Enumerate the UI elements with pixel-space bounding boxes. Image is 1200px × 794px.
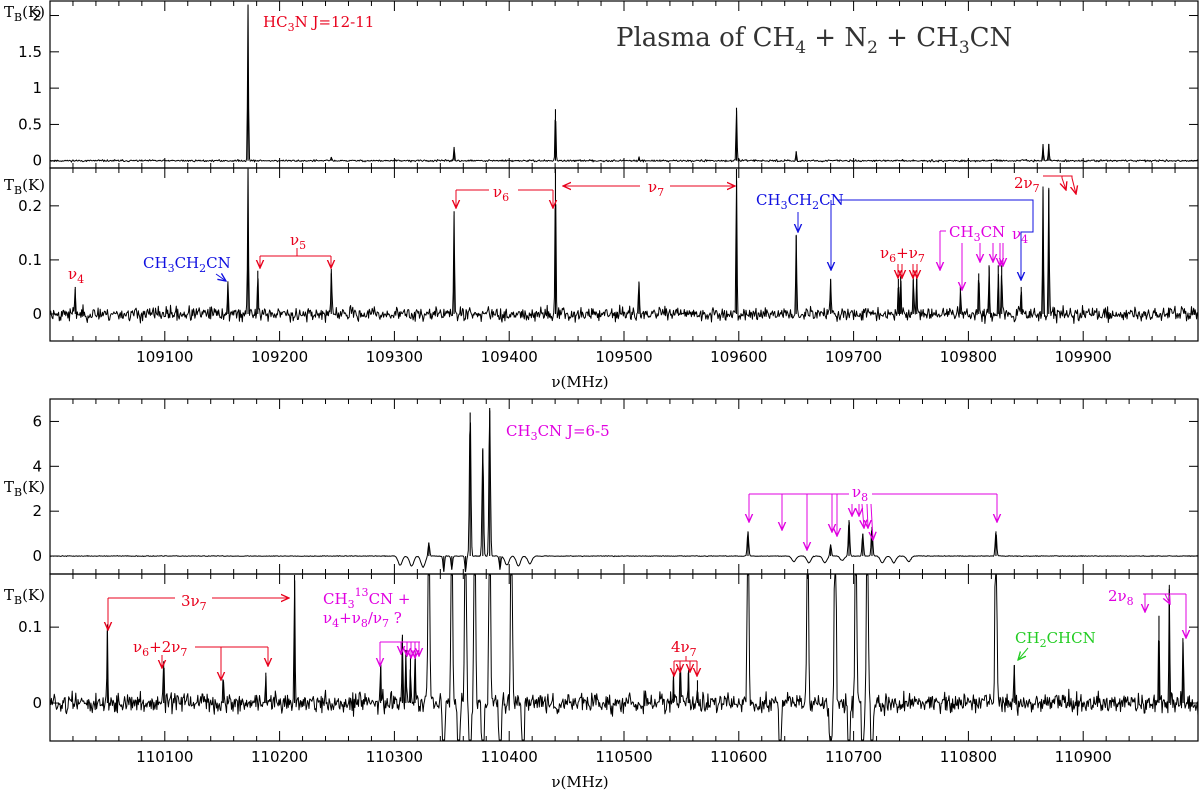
svg-text:2ν8: 2ν8 bbox=[1108, 587, 1134, 608]
svg-text:ν4+ν8/ν7 ?: ν4+ν8/ν7 ? bbox=[323, 609, 402, 630]
y-tick-label: 2 bbox=[32, 502, 42, 520]
x-tick-label: 109300 bbox=[366, 348, 423, 366]
svg-text:2ν7: 2ν7 bbox=[1014, 174, 1040, 195]
y-tick-label: 0.1 bbox=[18, 618, 42, 636]
annotation-nu4-red: ν4 bbox=[68, 265, 84, 286]
svg-text:ν7: ν7 bbox=[648, 178, 664, 199]
x-tick-label: 110500 bbox=[595, 748, 652, 766]
annotation-nu7: ν7 bbox=[563, 178, 735, 199]
x-tick-label: 110100 bbox=[136, 748, 193, 766]
y-tick-label: 1 bbox=[32, 79, 42, 97]
spectrum-line bbox=[49, 574, 1199, 741]
x-tick-label: 110200 bbox=[251, 748, 308, 766]
spectrum-trace-upper-zoom bbox=[49, 168, 1199, 324]
spectrum-line bbox=[50, 410, 1199, 573]
frame-lower-zoom bbox=[49, 573, 1199, 742]
x-tick-label: 109600 bbox=[710, 348, 767, 366]
y-axis-label-lower-zoom: TB(K) bbox=[4, 586, 45, 607]
x-axis-label-lower: ν(MHz) bbox=[551, 773, 608, 791]
svg-text:CH2CHCN: CH2CHCN bbox=[1015, 629, 1096, 650]
svg-text:3ν7: 3ν7 bbox=[181, 592, 207, 613]
panel-lower: 0 2 4 6 TB(K) CH3CN J=6-5 ν8 bbox=[4, 399, 1199, 574]
panel-upper-zoom: 00.10.2 109100 109200 109300 109400 109500 10… bbox=[4, 168, 1199, 391]
annotation-nu5: ν5 bbox=[260, 231, 331, 268]
y-tick-label: 0 bbox=[32, 694, 42, 712]
svg-text:ν4: ν4 bbox=[68, 265, 84, 286]
y-axis-upper-zoom: 0 0.1 0.2 bbox=[18, 197, 1198, 323]
frame-lower bbox=[49, 398, 1199, 575]
x-tick-label: 110900 bbox=[1055, 748, 1112, 766]
x-axis-upper-zoom: 109100 109200 109300 109400 109500 109600 1097… bbox=[49, 168, 1199, 366]
svg-text:CH3CN: CH3CN bbox=[949, 223, 1005, 244]
annotation-hc3n: HC3N J=12-11 bbox=[263, 13, 374, 34]
y-tick-label: 0 bbox=[32, 152, 42, 170]
annotation-nu6-2nu7: ν6+2ν7 bbox=[133, 638, 268, 680]
y-tick-label: 0.1 bbox=[18, 251, 42, 269]
annotation-nu6: ν6 bbox=[456, 183, 553, 208]
y-tick-label: 4 bbox=[32, 457, 42, 475]
x-tick-label: 110600 bbox=[710, 748, 767, 766]
frame-upper-zoom bbox=[49, 167, 1199, 342]
y-axis-top: 0 0.5 1 1.5 2 bbox=[18, 1, 1199, 170]
annotation-ch2chcn: CH2CHCN bbox=[1015, 629, 1096, 660]
x-tick-label: 109200 bbox=[251, 348, 308, 366]
annotation-2nu7: 2ν7 bbox=[1014, 174, 1076, 195]
spectrum-line bbox=[49, 168, 1199, 324]
x-tick-label: 109100 bbox=[136, 348, 193, 366]
y-tick-label: 0.2 bbox=[18, 197, 42, 215]
x-tick-label: 109800 bbox=[940, 348, 997, 366]
svg-text:ν4: ν4 bbox=[1012, 225, 1028, 246]
svg-text:ν6: ν6 bbox=[493, 183, 509, 204]
x-axis-label-upper: ν(MHz) bbox=[551, 373, 608, 391]
annotation-nu8: ν8 bbox=[749, 483, 997, 550]
y-tick-label: 0 bbox=[32, 305, 42, 323]
svg-text:CH313CN +: CH313CN + bbox=[323, 586, 411, 611]
x-tick-label: 110700 bbox=[825, 748, 882, 766]
y-axis-lower: 0 2 4 6 bbox=[32, 399, 1199, 574]
svg-text:ν6+2ν7: ν6+2ν7 bbox=[133, 638, 187, 659]
annotation-3nu7: 3ν7 bbox=[108, 592, 289, 630]
y-tick-label: 2 bbox=[32, 7, 42, 25]
x-tick-label: 110400 bbox=[481, 748, 538, 766]
panel-top: 0 0.5 1 1.5 2 TB(K) Plasma of CH4 + N2 + CH3… bbox=[4, 1, 1199, 170]
panel-lower-zoom: 00.1 110100 110200 110300 110400 110500 11060… bbox=[4, 574, 1199, 791]
svg-text:ν6+ν7: ν6+ν7 bbox=[880, 244, 925, 265]
y-axis-label-upper-zoom: TB(K) bbox=[4, 176, 45, 197]
svg-text:CH3CH2CN: CH3CH2CN bbox=[756, 191, 844, 212]
spectrum-trace-lower bbox=[50, 407, 1199, 573]
x-tick-label: 110800 bbox=[940, 748, 997, 766]
annotation-ch3cn-65: CH3CN J=6-5 bbox=[506, 422, 610, 443]
x-tick-label: 110300 bbox=[366, 748, 423, 766]
y-axis-label-top: TB(K) bbox=[4, 3, 45, 24]
annotation-nu6-nu7: ν6+ν7 bbox=[880, 244, 925, 278]
svg-text:CH3CH2CN: CH3CH2CN bbox=[143, 254, 231, 275]
annotation-4nu7: 4ν7 bbox=[671, 638, 697, 676]
y-axis-label-lower: TB(K) bbox=[4, 478, 45, 499]
x-tick-label: 109900 bbox=[1055, 348, 1112, 366]
x-tick-label: 109400 bbox=[481, 348, 538, 366]
annotation-ch3cn-nu4: CH3CN ν4 bbox=[940, 223, 1028, 290]
y-tick-label: 6 bbox=[32, 412, 42, 430]
y-axis-lower-zoom: 00.1 bbox=[18, 618, 1198, 712]
y-tick-label: 0 bbox=[32, 547, 42, 565]
x-tick-label: 109500 bbox=[595, 348, 652, 366]
x-axis-lower-zoom: 110100 110200 110300 110400 110500 110600 1107… bbox=[49, 574, 1199, 766]
annotation-ch3ch2cn-left: CH3CH2CN bbox=[143, 254, 231, 281]
svg-text:ν5: ν5 bbox=[290, 231, 306, 252]
annotation-ch3ch2cn-right: CH3CH2CN bbox=[756, 191, 1034, 280]
y-tick-label: 1.5 bbox=[18, 43, 42, 61]
annotation-2nu8: 2ν8 bbox=[1108, 587, 1186, 638]
chart-title: Plasma of CH4 + N2 + CH3CN bbox=[616, 23, 1012, 58]
spectrum-trace-lower-zoom bbox=[49, 574, 1199, 741]
y-tick-label: 0.5 bbox=[18, 115, 42, 133]
x-tick-label: 109700 bbox=[825, 348, 882, 366]
svg-text:4ν7: 4ν7 bbox=[671, 638, 697, 659]
svg-text:ν8: ν8 bbox=[852, 483, 868, 504]
